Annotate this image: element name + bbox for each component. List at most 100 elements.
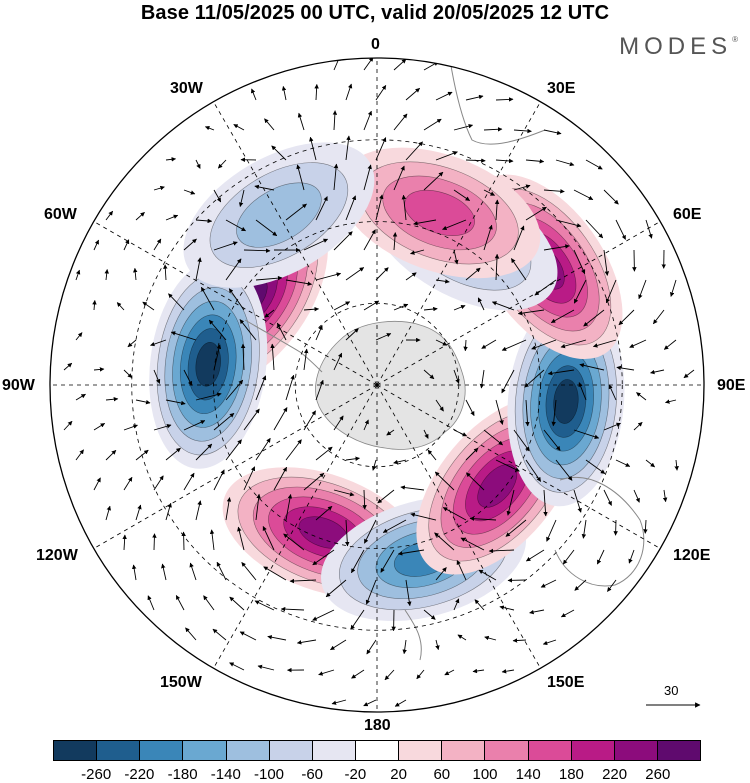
lon-label-90w: 90W [2, 377, 35, 394]
wind-vector [555, 219, 582, 228]
wind-vector [585, 159, 603, 170]
colorbar [53, 740, 701, 761]
wind-vector [483, 224, 493, 251]
lon-label-120w: 120W [36, 547, 78, 564]
wind-vector [271, 145, 287, 161]
meridian-line [376, 384, 541, 669]
wind-vector [238, 189, 245, 208]
wind-vector [333, 352, 343, 371]
colorbar-tick-label: -60 [301, 766, 324, 783]
wind-vector [165, 214, 179, 221]
wind-vector [303, 238, 329, 251]
wind-vector [285, 203, 307, 221]
wind-vector [543, 189, 565, 194]
wind-vector [465, 94, 484, 101]
wind-vector [573, 189, 594, 201]
wind-vector [165, 399, 186, 406]
wind-vector [393, 58, 407, 71]
antarctica-landmass [315, 320, 466, 450]
wind-vector [123, 476, 133, 491]
wind-vector [239, 319, 257, 341]
wind-vector [289, 578, 317, 584]
wind-vector [175, 595, 185, 611]
meridian-line [93, 221, 378, 386]
wind-vector [303, 306, 320, 312]
wind-vector [481, 339, 497, 349]
wind-vector [423, 118, 442, 131]
wind-vector [512, 638, 527, 643]
wind-vector [163, 264, 168, 281]
wind-vector [603, 422, 621, 431]
wind-vector [283, 533, 305, 551]
lon-label-180: 180 [364, 717, 391, 734]
wind-vector [105, 396, 119, 402]
wind-vector [228, 288, 245, 311]
wind-vector [350, 609, 365, 630]
wind-vector [285, 279, 313, 286]
wind-vector [645, 459, 656, 468]
wind-vector [551, 399, 557, 427]
colorbar-tick-label: 180 [558, 766, 584, 783]
wind-vector [333, 489, 355, 497]
colorbar-tick-label: 100 [472, 766, 498, 783]
wind-vector [603, 249, 610, 276]
wind-vector [510, 258, 527, 281]
colorbar-segment [312, 741, 356, 760]
wind-vector [410, 512, 437, 521]
anomaly-contour [404, 189, 475, 236]
wind-vector [495, 399, 504, 425]
colorbar-tick-label: -140 [210, 766, 241, 783]
wind-vector [225, 497, 232, 521]
wind-vector [592, 339, 617, 348]
wind-vector [296, 639, 317, 645]
wind-vector [543, 429, 561, 451]
south-america-coast [244, 319, 323, 373]
wind-vector [453, 189, 470, 202]
wind-vector [243, 466, 256, 491]
wind-vector [435, 151, 458, 161]
wind-vector [127, 339, 137, 348]
wind-vector [543, 129, 562, 136]
wind-vector [153, 369, 161, 384]
wind-vector [491, 301, 515, 311]
wind-vector [332, 110, 338, 131]
wind-vector [195, 392, 222, 401]
reference-vector-label: 30 [664, 683, 679, 698]
colorbar-segment [485, 741, 529, 760]
wind-vector [483, 189, 496, 196]
colorbar-tick-label: -220 [124, 766, 155, 783]
chart-title: Base 11/05/2025 00 UTC, valid 20/05/2025… [140, 2, 610, 24]
wind-vector [513, 429, 530, 452]
wind-vector [213, 189, 222, 203]
wind-vector [628, 549, 635, 564]
wind-vector [123, 369, 133, 379]
wind-vector [453, 429, 468, 437]
wind-vector [636, 392, 647, 401]
wind-vector [453, 249, 459, 265]
wind-vector [133, 267, 138, 281]
wind-vector [400, 485, 425, 491]
wind-vector [574, 579, 587, 591]
meridian-line [376, 384, 661, 549]
wind-vector [669, 279, 677, 297]
wind-vector [499, 605, 515, 611]
wind-vector [75, 269, 81, 281]
wind-vector [608, 384, 617, 401]
wind-vector [183, 420, 206, 431]
wind-vector [465, 158, 486, 163]
wind-vector [546, 519, 557, 542]
latitude-circle [131, 139, 623, 631]
wind-vector [325, 579, 347, 598]
wind-vector [75, 332, 83, 341]
wind-vector [615, 459, 631, 467]
wind-vector [204, 126, 215, 131]
wind-vector [363, 699, 377, 707]
wind-vector [225, 258, 242, 281]
wind-vector [229, 662, 245, 671]
wind-vector [315, 196, 328, 221]
wind-vector [585, 459, 606, 474]
wind-vector [665, 399, 677, 404]
wind-vector [131, 564, 137, 581]
wind-vector [525, 459, 542, 482]
wind-vector [397, 549, 425, 556]
